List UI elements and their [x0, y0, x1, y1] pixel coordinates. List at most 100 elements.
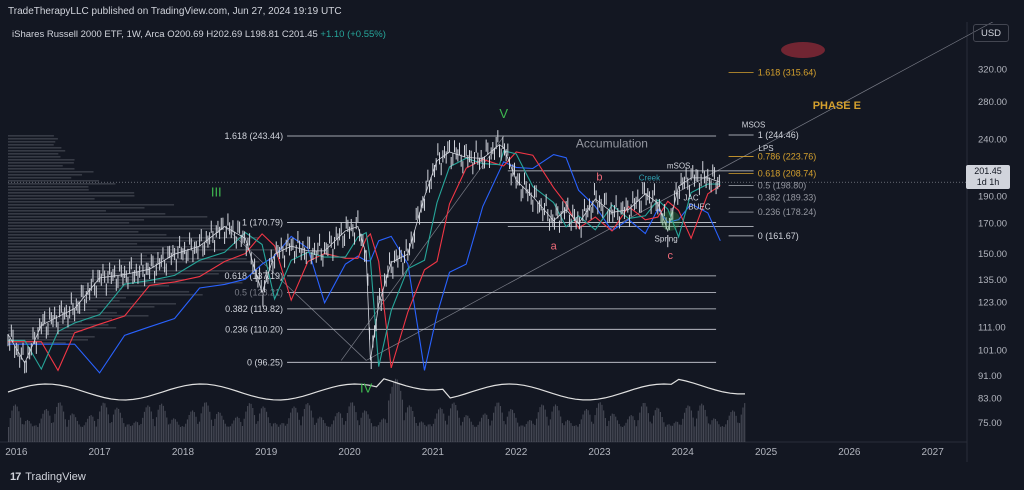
volume-bar	[468, 418, 471, 442]
volume-bar	[424, 424, 426, 442]
volume-bar	[673, 423, 675, 442]
volume-bar	[25, 420, 27, 442]
volume-bar	[369, 418, 371, 442]
volume-bar	[443, 413, 445, 442]
tradingview-logo[interactable]: 17 TradingView	[10, 471, 86, 483]
volume-bar	[255, 423, 257, 442]
volume-bar	[601, 404, 603, 442]
volume-bar	[625, 422, 627, 442]
volume-bar	[326, 425, 328, 442]
volume-bar	[503, 420, 505, 442]
volume-bar	[236, 416, 238, 442]
volume-bar	[97, 418, 99, 442]
volume-bar	[637, 420, 639, 442]
volume-bar	[651, 423, 653, 442]
volume-bar	[69, 415, 72, 442]
volume-bar	[594, 415, 596, 442]
volume-bar	[197, 423, 199, 442]
right-fib-label: 0.618 (208.74)	[758, 169, 817, 179]
volume-bar	[145, 407, 147, 442]
right-fib-label: 1 (244.46)	[758, 130, 799, 140]
volume-bar	[362, 412, 364, 442]
volume-bar	[334, 416, 336, 442]
volume-bar	[200, 413, 202, 442]
volume-profile-bar	[8, 288, 123, 290]
volume-bar	[159, 404, 161, 442]
volume-bar	[415, 422, 417, 442]
volume-profile	[8, 135, 275, 344]
x-tick-label: 2019	[255, 447, 278, 458]
volume-bar	[226, 426, 228, 442]
volume-bar	[352, 402, 354, 442]
volume-bar	[75, 417, 77, 442]
left-fib-label: 1.618 (243.44)	[225, 131, 284, 141]
volume-bar	[429, 424, 431, 442]
volume-bar	[121, 417, 123, 442]
volume-bar	[321, 417, 323, 442]
left-fib-label: 0.382 (119.82)	[225, 304, 283, 314]
tradingview-logo-icon: 17	[10, 471, 21, 483]
volume-bar	[252, 408, 254, 442]
x-tick-label: 2020	[338, 447, 361, 458]
volume-bar	[35, 425, 37, 442]
volume-bar	[116, 407, 118, 442]
y-tick-label: 91.00	[978, 371, 1002, 382]
volume-bar	[314, 424, 316, 442]
volume-bar	[210, 419, 213, 442]
last-price-value: 201.45	[974, 166, 1002, 176]
volume-profile-bar	[8, 303, 176, 305]
volume-profile-bar	[8, 156, 61, 158]
volume-profile-bar	[8, 213, 166, 215]
volume-bar	[133, 422, 135, 442]
volume-profile-bar	[8, 165, 63, 167]
volume-bar	[233, 420, 235, 442]
volume-bar	[613, 414, 615, 442]
volume-bar	[484, 413, 486, 442]
volume-bar	[88, 416, 90, 442]
volume-bar	[329, 426, 331, 442]
volume-bar	[408, 405, 410, 442]
volume-profile-bar	[8, 309, 98, 311]
volume-bar	[229, 426, 231, 442]
symbol-legend[interactable]: iShares Russell 2000 ETF, 1W, Arca O200.…	[12, 29, 386, 40]
volume-bar	[436, 413, 438, 442]
volume-bar	[51, 422, 53, 442]
volume-bar	[615, 416, 617, 442]
volume-bar	[135, 421, 137, 442]
volume-bar	[42, 413, 44, 442]
last-price-interval: 1d 1h	[976, 177, 1000, 187]
volume-bar	[551, 411, 553, 442]
currency-button[interactable]: USD	[973, 24, 1009, 42]
volume-profile-bar	[8, 135, 54, 137]
annotation-label: Accumulation	[576, 137, 648, 151]
annotation-label: BUEC	[688, 203, 710, 212]
volume-profile-bar	[8, 162, 74, 164]
volume-average-line	[7, 378, 745, 401]
volume-bar	[668, 424, 670, 442]
volume-profile-bar	[8, 204, 175, 206]
volume-bar	[180, 426, 182, 442]
volume-bar	[140, 423, 142, 442]
volume-bar	[546, 416, 548, 442]
moving-average-mid	[8, 151, 721, 372]
volume-bar	[451, 403, 453, 442]
volume-bar	[331, 424, 333, 442]
volume-bar	[126, 424, 128, 442]
volume-bar	[453, 402, 455, 442]
volume-bar	[322, 419, 324, 442]
volume-bar	[241, 426, 244, 442]
volume-bar	[444, 420, 446, 442]
volume-bar	[592, 423, 594, 442]
volume-bar	[164, 410, 166, 442]
volume-bar	[73, 414, 75, 442]
volume-bar	[740, 414, 742, 442]
volume-bar	[56, 406, 58, 442]
volume-bar	[427, 424, 429, 442]
volume-bar	[162, 405, 164, 442]
volume-bar	[530, 420, 532, 442]
volume-profile-bar	[8, 189, 89, 191]
volume-bar	[689, 406, 691, 442]
volume-bar	[534, 425, 536, 442]
volume-bar	[94, 420, 96, 442]
